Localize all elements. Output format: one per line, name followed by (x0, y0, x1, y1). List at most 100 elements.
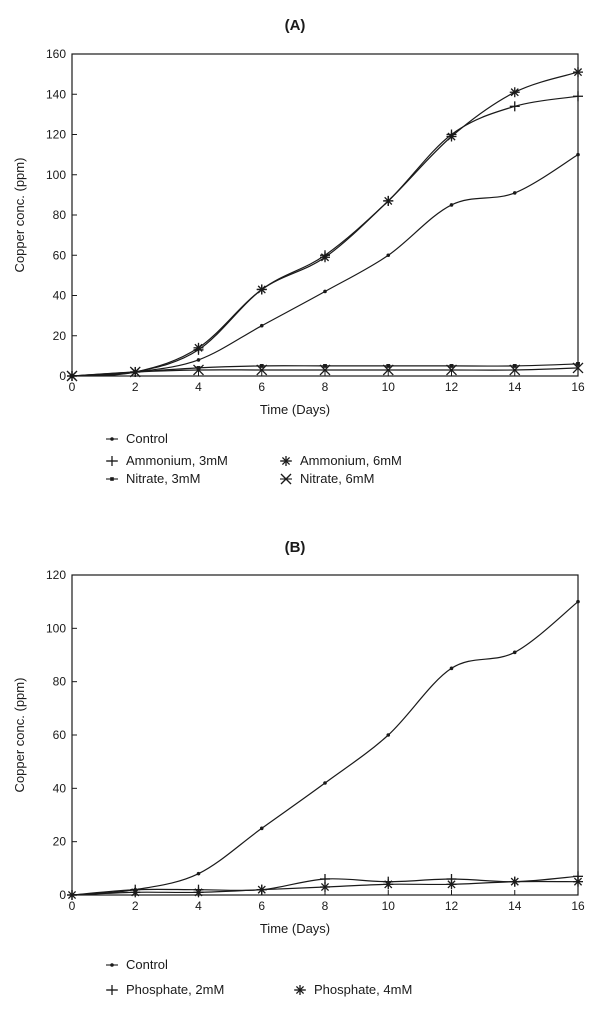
x-tick-label: 14 (508, 899, 522, 913)
legend-marker (110, 437, 114, 441)
series-line (71, 154, 579, 377)
legend-entry: Phosphate, 4mM (294, 982, 412, 997)
y-tick-label: 40 (53, 781, 67, 795)
data-point (449, 203, 454, 207)
x-axis-label: Time (Days) (260, 921, 330, 936)
x-tick-label: 16 (571, 899, 585, 913)
data-point (256, 364, 268, 376)
legend-marker (110, 963, 114, 967)
data-point (386, 733, 391, 737)
y-tick-label: 60 (53, 728, 67, 742)
x-tick-label: 4 (195, 899, 202, 913)
y-tick-label: 160 (46, 47, 66, 61)
legend-entry: Nitrate, 6mM (280, 471, 374, 486)
data-point (509, 364, 521, 376)
series-line (71, 95, 579, 377)
y-tick-label: 20 (53, 835, 67, 849)
data-point (67, 890, 77, 900)
data-point (383, 879, 394, 890)
data-point (509, 87, 520, 98)
data-point (576, 599, 580, 604)
data-point (509, 876, 520, 887)
legend-marker (107, 985, 117, 995)
data-point (323, 289, 327, 294)
legend-marker (110, 477, 114, 481)
legend-marker (295, 985, 305, 995)
data-point (446, 364, 457, 376)
legend-label: Nitrate, 3mM (126, 471, 200, 486)
data-point (320, 882, 330, 892)
data-point (573, 91, 583, 102)
data-point (320, 252, 330, 263)
legend-entry: Control (106, 431, 168, 446)
x-tick-label: 0 (69, 380, 76, 394)
legend-label: Control (126, 431, 168, 446)
x-tick-label: 16 (571, 380, 585, 394)
data-point (319, 364, 331, 376)
y-tick-label: 20 (53, 329, 67, 343)
data-point (572, 362, 584, 374)
x-tick-label: 6 (258, 899, 265, 913)
plot-frame (71, 53, 579, 377)
data-point (573, 67, 583, 78)
legend-label: Ammonium, 3mM (126, 453, 228, 468)
y-tick-label: 80 (53, 208, 67, 222)
series-5 (66, 362, 584, 382)
y-tick-label: 40 (53, 289, 67, 303)
data-point (512, 364, 517, 368)
series-line (71, 601, 579, 896)
legend-entry: Nitrate, 3mM (106, 471, 200, 486)
x-axis-label: Time (Days) (260, 402, 330, 417)
data-point (386, 253, 391, 258)
x-tick-label: 14 (508, 380, 522, 394)
legend-marker (280, 473, 292, 485)
data-point (66, 370, 78, 382)
data-point (383, 195, 394, 206)
data-point (196, 358, 201, 362)
data-point (259, 364, 264, 368)
data-point (196, 366, 201, 370)
series-3 (67, 67, 583, 381)
chart-title: (B) (285, 539, 306, 556)
chart-b: (B) 0 20 40 60 80 100 120 0 2 4 6 8 10 12 14 16 Time (Day… (12, 539, 585, 997)
x-tick-label: 10 (382, 380, 396, 394)
y-tick-label: 100 (46, 168, 66, 182)
chart-title: (A) (285, 17, 306, 34)
data-point (449, 364, 454, 368)
chart-a: (A) 0 20 40 60 80 100 120 140 160 0 2 4 6 8 10 12 14 16 Tim… (12, 17, 585, 486)
y-axis-label: Copper conc. (ppm) (12, 158, 27, 273)
data-point (512, 650, 517, 655)
x-tick-label: 2 (132, 380, 139, 394)
y-tick-label: 100 (46, 621, 66, 635)
data-point (129, 366, 141, 378)
data-point (193, 364, 204, 376)
x-tick-label: 10 (382, 899, 396, 913)
series-line (71, 71, 579, 377)
legend-label: Control (126, 957, 168, 972)
x-tick-label: 8 (322, 899, 329, 913)
y-tick-label: 60 (53, 248, 67, 262)
data-point (130, 887, 141, 898)
y-tick-label: 0 (59, 369, 66, 383)
legend-marker (281, 456, 291, 466)
y-axis-label: Copper conc. (ppm) (12, 678, 27, 793)
x-tick-label: 12 (445, 380, 459, 394)
data-point (576, 362, 580, 366)
y-tick-label: 140 (46, 87, 66, 101)
x-tick-label: 8 (322, 380, 329, 394)
legend-label: Phosphate, 4mM (314, 982, 412, 997)
legend-label: Nitrate, 6mM (300, 471, 374, 486)
data-point (446, 879, 457, 890)
data-point (259, 826, 264, 831)
legend-label: Ammonium, 6mM (300, 453, 402, 468)
data-point (323, 364, 327, 368)
data-point (196, 871, 201, 876)
data-point (386, 364, 391, 368)
data-point (193, 887, 204, 898)
y-tick-label: 0 (59, 888, 66, 902)
legend-entry: Phosphate, 2mM (106, 982, 224, 997)
series-1 (70, 599, 580, 897)
x-tick-label: 2 (132, 899, 139, 913)
